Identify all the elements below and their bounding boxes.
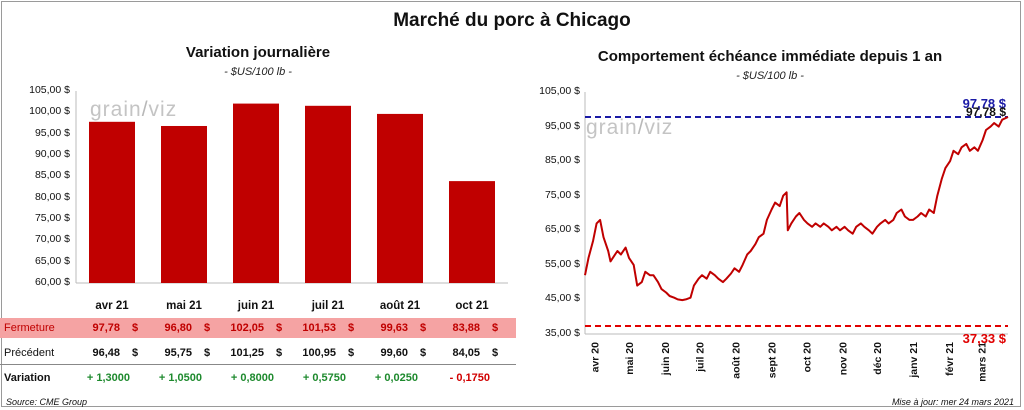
row-label: Fermeture	[4, 322, 55, 334]
cell-value: + 0,5750	[302, 372, 346, 384]
line-x-tick-label: mars 21	[976, 342, 988, 382]
update-note: Mise à jour: mer 24 mars 2021	[891, 397, 1014, 407]
bar-y-tick-label: 90,00 $	[34, 148, 70, 160]
cell-currency: $	[492, 322, 499, 334]
bar-chart-subtitle: - $US/100 lb -	[224, 66, 292, 78]
cell-value: 95,75	[164, 347, 192, 359]
bar-y-tick-label: 60,00 $	[34, 276, 70, 288]
cell-currency: $	[276, 347, 283, 359]
line-y-tick-label: 85,00 $	[544, 154, 580, 167]
price-series-line	[584, 116, 1009, 302]
bar	[89, 121, 135, 284]
line-x-tick-label: août 20	[731, 342, 743, 379]
bar	[233, 103, 279, 283]
cell-currency: $	[204, 322, 211, 334]
bar-chart: avr 21 mai 21 juin 21 juil 21 août 21 oct 21	[75, 91, 508, 312]
cell-value: + 1,0500	[158, 372, 202, 384]
line-x-tick-label: juin 20	[660, 342, 672, 376]
bar	[449, 181, 495, 283]
line-y-tick-label: 35,00 $	[544, 327, 580, 339]
bar-category-label: août 21	[380, 300, 421, 312]
line-x-tick-label: déc 20	[872, 342, 884, 375]
bar-category-label: mai 21	[166, 300, 202, 312]
table-row: Fermeture 97,78 $96,80 $102,05 $101,53 $99,63…	[0, 318, 516, 338]
line-x-tick-label: nov 20	[837, 342, 849, 375]
cell-currency: $	[492, 347, 499, 359]
bar-y-tick-label: 70,00 $	[34, 233, 70, 246]
line-y-tick-label: 55,00 $	[544, 257, 580, 270]
cell-value: 84,05	[452, 347, 480, 359]
cell-currency: $	[420, 322, 427, 334]
bar-y-tick-label: 80,00 $	[34, 190, 70, 203]
line-x-tick-label: févr 21	[944, 342, 956, 376]
cell-value: 97,78	[92, 322, 120, 334]
bar-category-label: juin 21	[237, 300, 275, 312]
bar-category-label: avr 21	[95, 300, 129, 312]
line-y-tick-label: 105,00 $	[539, 85, 580, 97]
bar	[305, 105, 351, 284]
cell-currency: $	[276, 322, 283, 334]
low-reference-label: 37,33 $	[963, 331, 1007, 346]
bar	[161, 125, 207, 283]
cell-currency: $	[204, 347, 211, 359]
line-y-tick-label: 45,00 $	[544, 292, 580, 305]
line-x-tick-label: avr 20	[589, 342, 601, 373]
table-row: Précédent 96,48 $95,75 $101,25 $100,95 $99,60…	[0, 344, 516, 362]
cell-currency: $	[348, 322, 355, 334]
bar-y-tick-label: 65,00 $	[34, 254, 70, 267]
line-y-tick-label: 95,00 $	[544, 119, 580, 132]
bar	[377, 113, 423, 283]
cell-value: 101,53	[302, 322, 336, 334]
cell-currency: $	[348, 347, 355, 359]
line-y-tick-label: 65,00 $	[544, 223, 580, 236]
cell-value: 96,80	[164, 322, 192, 334]
table-row: Variation + 1,3000 + 1,0500 + 0,8000 + 0,575…	[0, 369, 516, 387]
source-note: Source: CME Group	[6, 397, 88, 407]
line-y-tick-label: 75,00 $	[544, 188, 580, 201]
cell-value: 83,88	[452, 322, 480, 334]
cell-currency: $	[420, 347, 427, 359]
line-x-tick-label: mai 20	[624, 342, 636, 375]
cell-value: 99,60	[380, 347, 408, 359]
cell-value: 100,95	[302, 347, 336, 359]
cell-value: 101,25	[230, 347, 264, 359]
bar-y-tick-label: 75,00 $	[34, 212, 70, 224]
cell-value: + 1,3000	[86, 372, 130, 384]
line-x-tick-label: oct 20	[801, 342, 813, 373]
table-separator	[0, 364, 516, 365]
bar-y-tick-label: 85,00 $	[34, 169, 70, 182]
cell-value: 96,48	[92, 347, 120, 359]
row-label: Précédent	[4, 347, 55, 359]
cell-currency: $	[132, 322, 139, 334]
line-chart-subtitle: - $US/100 lb -	[736, 70, 804, 82]
watermark-logo-right: grain/viz	[586, 116, 674, 139]
bar-category-label: oct 21	[455, 300, 489, 312]
line-x-tick-label: sept 20	[767, 342, 779, 378]
watermark-logo-left: grain/viz	[90, 98, 178, 121]
cell-value: 99,63	[380, 322, 408, 334]
cell-value: 102,05	[230, 322, 264, 334]
page-title: Marché du porc à Chicago	[393, 10, 631, 31]
bar-chart-title: Variation journalière	[185, 44, 331, 61]
line-chart-title: Comportement échéance immédiate depuis 1…	[597, 48, 943, 65]
bar-category-label: juil 21	[311, 300, 345, 312]
cell-currency: $	[132, 347, 139, 359]
row-label: Variation	[4, 372, 51, 384]
line-x-tick-label: janv 21	[908, 342, 920, 379]
line-x-tick-label: juil 20	[695, 342, 707, 373]
cell-value: + 0,0250	[374, 372, 418, 384]
bar-y-tick-label: 95,00 $	[34, 126, 70, 139]
last-value-label: 97,78 $	[966, 105, 1006, 119]
cell-value: + 0,8000	[230, 372, 274, 384]
cell-value: - 0,1750	[449, 372, 490, 384]
bar-y-tick-label: 100,00 $	[29, 105, 70, 118]
bar-y-tick-label: 105,00 $	[29, 84, 70, 96]
high-reference-label: 97,78 $	[963, 96, 1007, 111]
